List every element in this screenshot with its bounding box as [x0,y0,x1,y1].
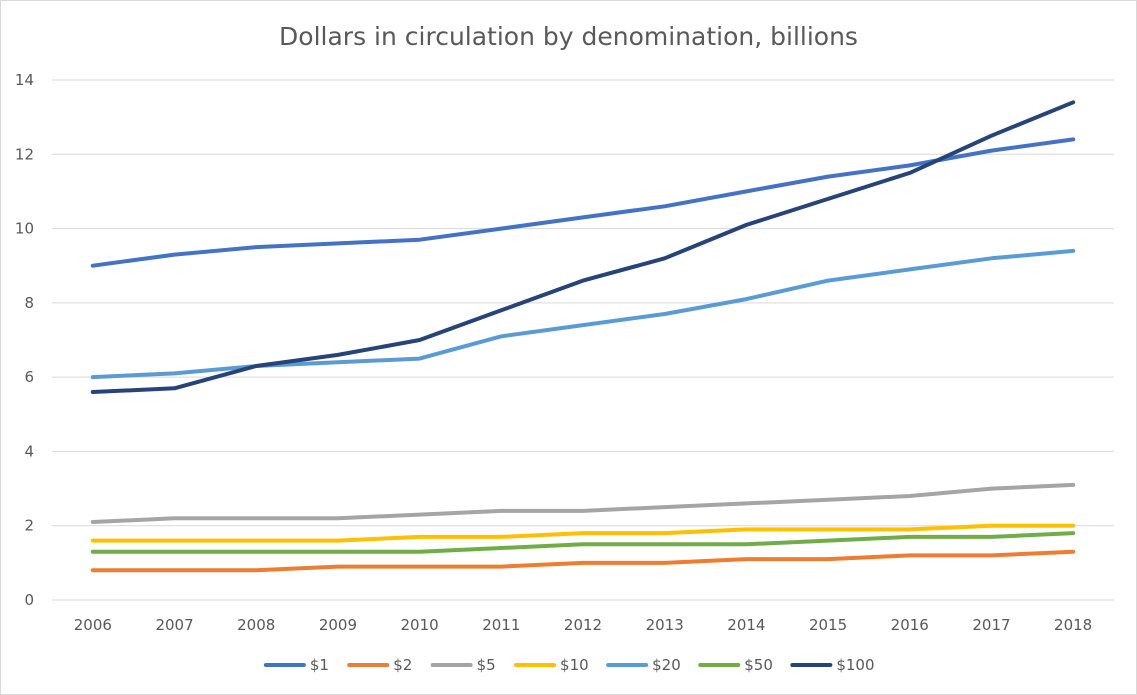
series-line-4 [90,523,1076,543]
series-line-5 [90,248,1076,380]
x-tick-label: 2015 [809,616,847,634]
legend-label: $5 [477,656,496,674]
series-line-3 [90,482,1076,524]
x-tick-label: 2009 [319,616,357,634]
y-tick-label: 6 [24,368,34,386]
y-tick-label: 10 [15,220,34,238]
x-tick-label: 2010 [401,616,439,634]
x-tick-label: 2008 [237,616,275,634]
gridlines [52,79,1114,601]
x-tick-label: 2012 [564,616,602,634]
chart-title: Dollars in circulation by denomination, … [279,22,858,51]
y-tick-label: 4 [24,442,34,460]
y-tick-label: 8 [24,294,34,312]
legend-label: $50 [744,656,773,674]
x-tick-label: 2016 [891,616,929,634]
legend: $1 $2 $5 $10 $20 $50 $100 [263,656,875,674]
x-tick-label: 2018 [1054,616,1092,634]
legend-label: $1 [310,656,329,674]
series-lines [90,100,1076,573]
y-axis-tick-labels: 0 2 4 6 8 10 12 14 [15,71,34,609]
x-axis-tick-labels: 2006 2007 2008 2009 2010 2011 2012 2013 2014 2015… [74,616,1092,634]
series-line-2 [90,549,1076,573]
x-tick-label: 2011 [482,616,520,634]
x-tick-label: 2006 [74,616,112,634]
x-tick-label: 2013 [646,616,684,634]
series-line-7 [90,100,1076,394]
legend-label: $20 [652,656,681,674]
y-tick-label: 2 [24,517,34,535]
x-tick-label: 2007 [155,616,193,634]
x-tick-label: 2014 [727,616,765,634]
legend-label: $100 [836,656,874,674]
y-tick-label: 0 [24,591,34,609]
y-tick-label: 14 [15,71,34,89]
legend-label: $10 [560,656,589,674]
legend-label: $2 [393,656,412,674]
x-tick-label: 2017 [972,616,1010,634]
series-line-6 [90,531,1076,554]
y-tick-label: 12 [15,145,34,163]
series-line-1 [90,137,1076,268]
